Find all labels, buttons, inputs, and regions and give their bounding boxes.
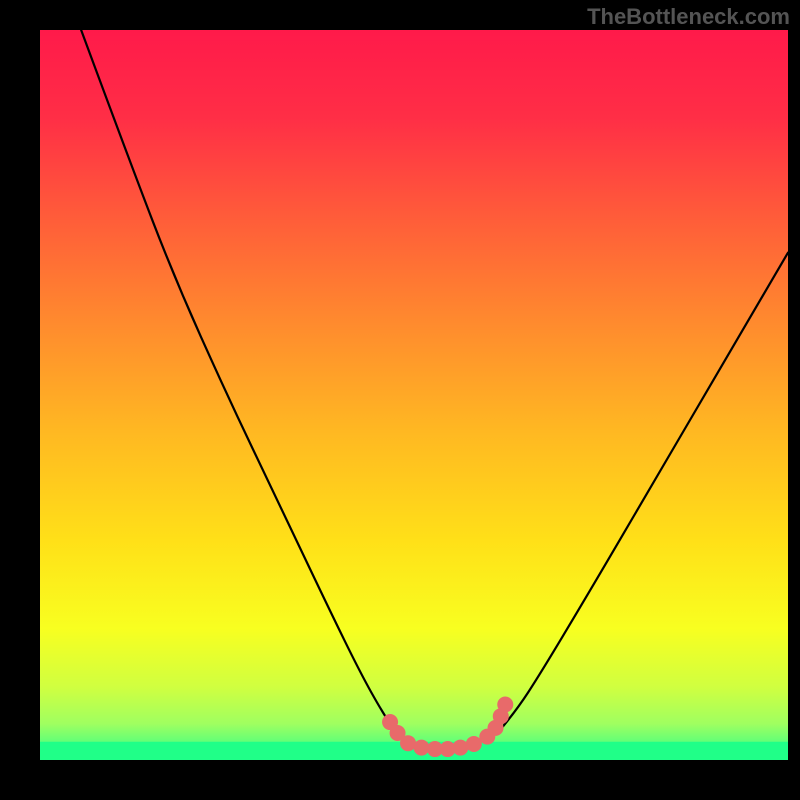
scatter-point [466, 736, 482, 752]
scatter-point [497, 697, 513, 713]
chart-container: TheBottleneck.com [0, 0, 800, 800]
watermark-text: TheBottleneck.com [587, 4, 790, 30]
gradient-background [40, 30, 788, 760]
bottleneck-chart [0, 0, 800, 800]
scatter-point [452, 740, 468, 756]
